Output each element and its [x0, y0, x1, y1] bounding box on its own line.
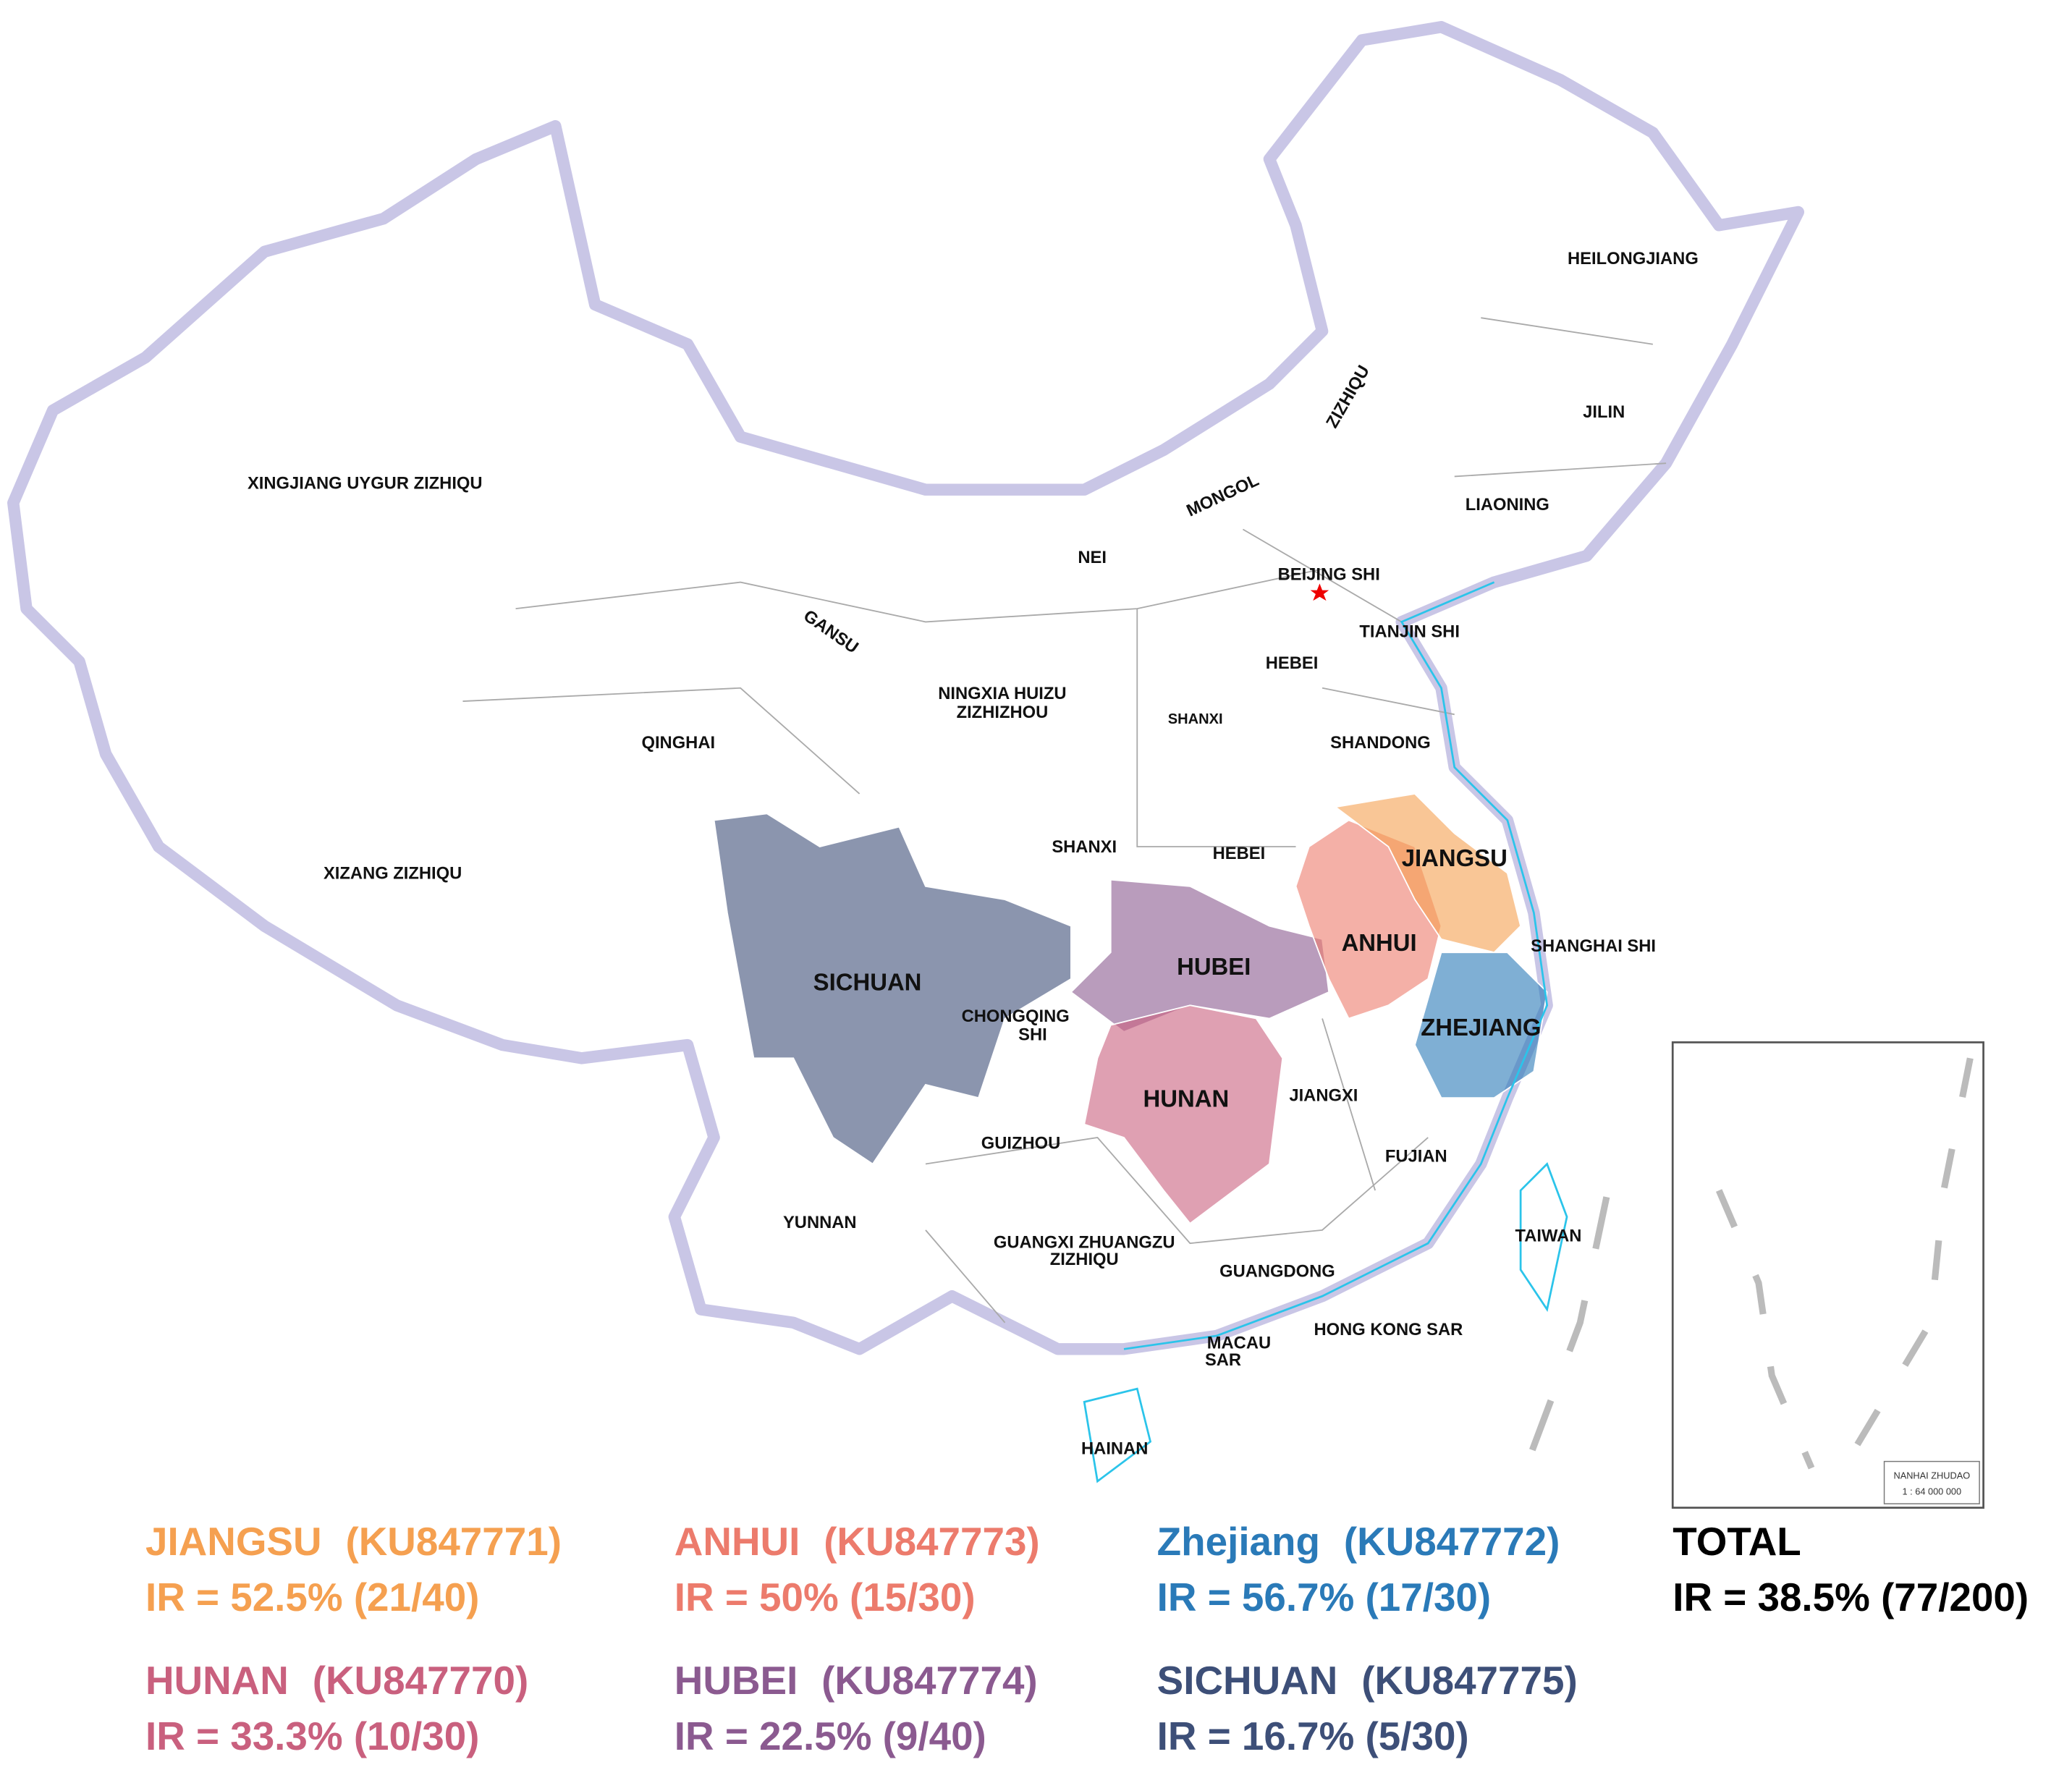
map-label: SHANXI — [1168, 711, 1223, 727]
legend-ir: IR = 22.5% (9/40) — [675, 1714, 986, 1758]
legend-name: HUNAN — [145, 1658, 289, 1703]
map-label: NEI — [1078, 548, 1107, 567]
legend-name: SICHUAN — [1157, 1658, 1338, 1703]
legend-ir: IR = 50% (15/30) — [675, 1575, 976, 1619]
map-label: SHANDONG — [1330, 733, 1431, 753]
map-label: NINGXIA HUIZU — [938, 684, 1066, 703]
region-hunan — [1083, 1004, 1284, 1224]
map-label: JIANGXI — [1289, 1086, 1358, 1106]
legend-accession: (KU847771) — [345, 1519, 562, 1564]
map-label: FUJIAN — [1385, 1147, 1447, 1166]
inset-frame — [1671, 1041, 1984, 1509]
map-label: SICHUAN — [813, 969, 922, 996]
legend-name: Zhejiang — [1157, 1519, 1320, 1564]
map-label: XINGJIANG UYGUR ZIZHIQU — [248, 474, 483, 494]
map-label: CHONGQING — [962, 1007, 1070, 1026]
legend-accession: (KU847774) — [821, 1658, 1038, 1703]
legend-name: ANHUI — [675, 1519, 800, 1564]
legend-accession: (KU847775) — [1361, 1658, 1578, 1703]
map-label: GUANGXI ZHUANGZU — [994, 1232, 1175, 1252]
legend-accession: (KU847772) — [1344, 1519, 1560, 1564]
legend: JIANGSU (KU847771) IR = 52.5% (21/40) ANHUI… — [145, 1519, 2029, 1758]
inset-scale: 1 : 64 000 000 — [1903, 1486, 1962, 1496]
legend-name: HUBEI — [675, 1658, 798, 1703]
inset-dash — [1715, 1057, 1974, 1470]
map-label: HUBEI — [1177, 953, 1251, 980]
map-label: SHI — [1018, 1025, 1047, 1045]
legend-ir: IR = 38.5% (77/200) — [1673, 1575, 2029, 1619]
map-label: SHANGHAI SHI — [1531, 936, 1656, 956]
coastline — [1083, 581, 1568, 1483]
map-label: GUIZHOU — [981, 1133, 1061, 1153]
region-jiangsu — [1334, 792, 1522, 954]
legend-accession: (KU847773) — [824, 1519, 1040, 1564]
map-label: HONG KONG SAR — [1314, 1320, 1463, 1339]
province-borders — [462, 317, 1667, 1324]
map-label: MACAU — [1207, 1333, 1271, 1352]
inset-scale-box — [1883, 1460, 1980, 1504]
legend-ir: IR = 56.7% (17/30) — [1157, 1575, 1491, 1619]
legend-accession: (KU847770) — [313, 1658, 529, 1703]
legend-ir: IR = 16.7% (5/30) — [1157, 1714, 1469, 1758]
legend-name: TOTAL — [1673, 1519, 1801, 1564]
map-label: LIAONING — [1466, 495, 1549, 515]
region-hubei — [1070, 878, 1330, 1033]
legend-ir: IR = 52.5% (21/40) — [145, 1575, 479, 1619]
map-label: HUNAN — [1143, 1085, 1230, 1111]
map-label: HEBEI — [1213, 844, 1266, 863]
map-label: TIANJIN SHI — [1359, 622, 1460, 641]
map-label: QINGHAI — [641, 733, 715, 753]
legend-ir: IR = 33.3% (10/30) — [145, 1714, 479, 1758]
map-label: JIANGSU — [1402, 844, 1508, 871]
map-label: XIZANG ZIZHIQU — [324, 864, 462, 884]
labels: HEILONGJIANG JILIN LIAONING XINGJIANG UY… — [248, 249, 1699, 1458]
map-label: SAR — [1205, 1350, 1241, 1370]
map-label: ZIZHIZHOU — [957, 703, 1049, 722]
map-label: ZIZHIQU — [1050, 1250, 1119, 1269]
map-label: BEIJING SHI — [1278, 565, 1380, 585]
map-label: ANHUI — [1342, 929, 1417, 956]
star — [1310, 583, 1329, 601]
map-label: SHANXI — [1052, 837, 1117, 857]
map-label: HEBEI — [1266, 653, 1319, 673]
map-label: ZHEJIANG — [1421, 1014, 1541, 1041]
map-label: TAIWAN — [1515, 1226, 1582, 1245]
map-label: JILIN — [1583, 402, 1625, 422]
map-label: HEILONGJIANG — [1568, 249, 1699, 268]
legend-name: JIANGSU — [145, 1519, 322, 1564]
map-label: GUANGDONG — [1219, 1262, 1335, 1282]
map-label: YUNNAN — [783, 1213, 857, 1232]
country-outline — [7, 21, 1805, 1355]
map-label: HAINAN — [1081, 1439, 1148, 1458]
region-sichuan — [713, 813, 1072, 1165]
dash-line — [1517, 1196, 1610, 1483]
inset-title: NANHAI ZHUDAO — [1893, 1470, 1970, 1481]
